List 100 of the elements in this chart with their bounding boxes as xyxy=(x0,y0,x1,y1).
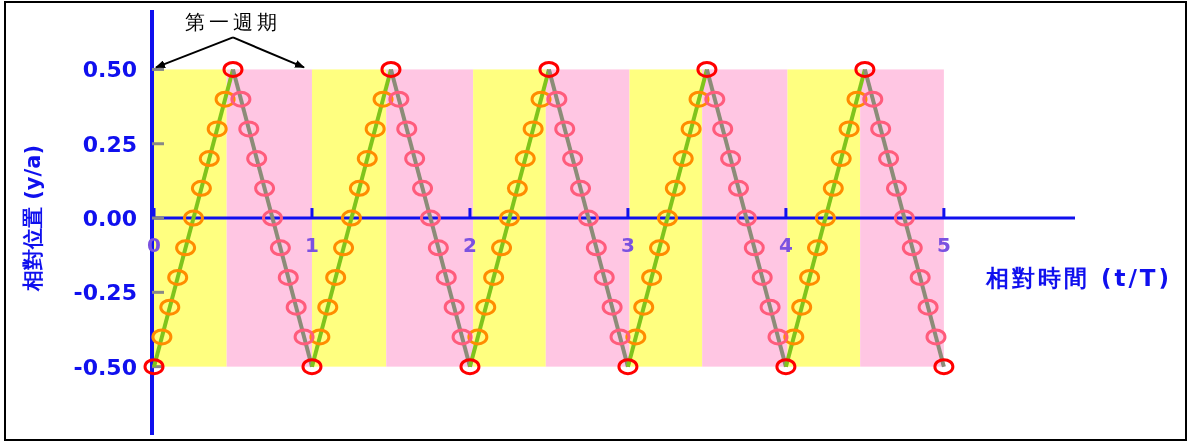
point xyxy=(862,90,884,108)
point xyxy=(925,328,947,346)
point xyxy=(451,328,473,346)
point xyxy=(570,179,592,197)
point xyxy=(672,150,694,168)
y-tick-label: -0.25 xyxy=(73,280,137,306)
point xyxy=(348,179,370,197)
point xyxy=(293,328,315,346)
point xyxy=(901,239,923,257)
point xyxy=(554,120,576,138)
point xyxy=(562,150,584,168)
point xyxy=(167,268,189,286)
y-axis-title: 相對位置 (y/a) xyxy=(21,145,45,293)
point xyxy=(340,209,362,227)
point xyxy=(775,358,797,376)
point xyxy=(380,60,402,78)
point xyxy=(854,60,876,78)
point xyxy=(593,268,615,286)
y-tick-label: -0.50 xyxy=(73,354,137,380)
point xyxy=(285,298,307,316)
point xyxy=(491,239,513,257)
point xyxy=(720,150,742,168)
point xyxy=(427,239,449,257)
point xyxy=(885,179,907,197)
point xyxy=(743,239,765,257)
point xyxy=(475,298,497,316)
point xyxy=(664,179,686,197)
point xyxy=(443,298,465,316)
point xyxy=(791,298,813,316)
point xyxy=(767,328,789,346)
point xyxy=(246,150,268,168)
point xyxy=(649,239,671,257)
point xyxy=(206,120,228,138)
y-tick-label: 0.00 xyxy=(82,206,137,232)
point xyxy=(230,90,252,108)
point xyxy=(704,90,726,108)
point xyxy=(182,209,204,227)
y-tick-label: 0.25 xyxy=(82,131,137,157)
x-tick-label: 5 xyxy=(936,233,951,258)
point xyxy=(412,179,434,197)
point xyxy=(435,268,457,286)
point xyxy=(680,120,702,138)
point xyxy=(728,179,750,197)
point xyxy=(356,150,378,168)
point xyxy=(498,209,520,227)
point xyxy=(483,268,505,286)
y-tick-label: 0.50 xyxy=(82,57,137,83)
point xyxy=(601,298,623,316)
point xyxy=(175,239,197,257)
point xyxy=(143,358,165,376)
point xyxy=(609,328,631,346)
point xyxy=(388,90,410,108)
point xyxy=(506,179,528,197)
point xyxy=(419,209,441,227)
point xyxy=(878,150,900,168)
point xyxy=(269,239,291,257)
point xyxy=(633,298,655,316)
point xyxy=(333,239,355,257)
point xyxy=(807,239,828,257)
point xyxy=(830,150,852,168)
point xyxy=(254,179,276,197)
point xyxy=(909,268,931,286)
point xyxy=(822,179,844,197)
point xyxy=(198,150,220,168)
point xyxy=(838,120,860,138)
point xyxy=(917,298,939,316)
point xyxy=(238,120,260,138)
point xyxy=(459,358,481,376)
point xyxy=(159,298,181,316)
point xyxy=(585,239,607,257)
point xyxy=(759,298,781,316)
point xyxy=(396,120,418,138)
point xyxy=(656,209,678,227)
point xyxy=(641,268,663,286)
point xyxy=(751,268,773,286)
point xyxy=(933,358,955,376)
x-axis-title: 相對時間 (t/T) xyxy=(984,265,1172,292)
point xyxy=(317,298,339,316)
point xyxy=(617,358,639,376)
point xyxy=(222,60,244,78)
point xyxy=(799,268,821,286)
point xyxy=(735,209,757,227)
point xyxy=(696,60,718,78)
point xyxy=(514,150,536,168)
point xyxy=(261,209,283,227)
point xyxy=(893,209,915,227)
point xyxy=(325,268,347,286)
point xyxy=(277,268,299,286)
point xyxy=(577,209,599,227)
point xyxy=(712,120,734,138)
annotation: 第一週期 xyxy=(184,10,281,35)
point xyxy=(814,209,836,227)
point xyxy=(151,328,173,346)
point xyxy=(546,90,568,108)
point xyxy=(364,120,386,138)
point xyxy=(538,60,560,78)
point xyxy=(404,150,426,168)
point xyxy=(190,179,212,197)
point xyxy=(870,120,892,138)
point xyxy=(522,120,544,138)
